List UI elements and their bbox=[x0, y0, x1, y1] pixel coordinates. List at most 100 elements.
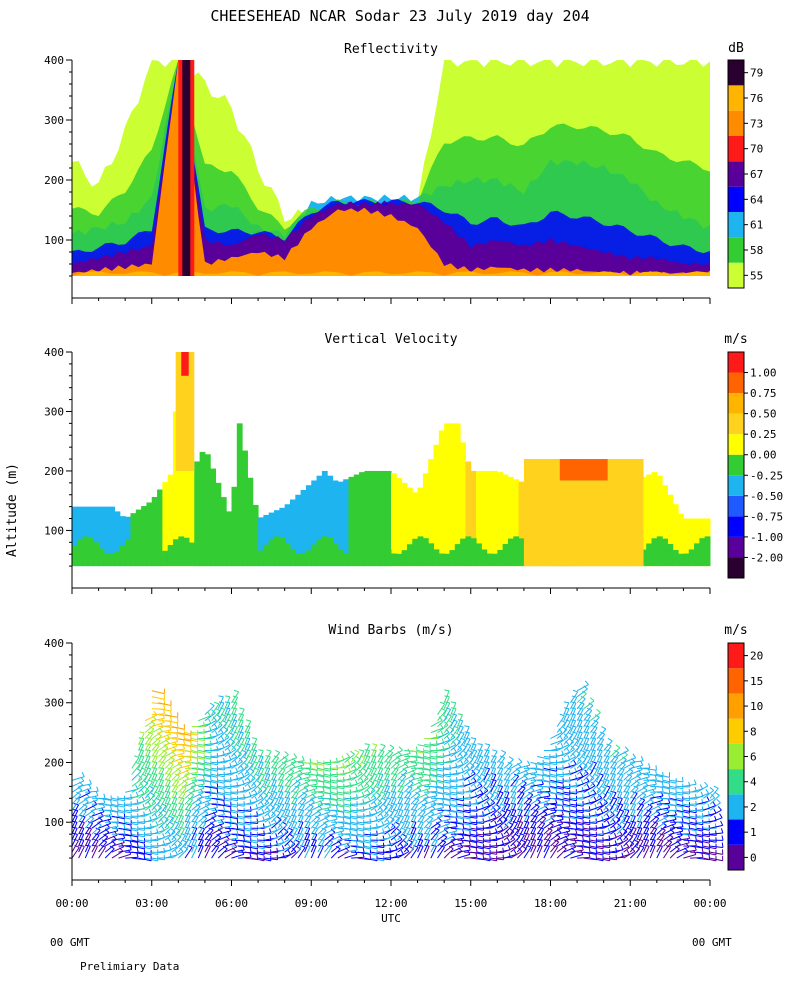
wind-barb bbox=[144, 809, 157, 817]
wind-barb bbox=[636, 785, 649, 793]
wind-barb bbox=[683, 809, 697, 814]
wind-barb bbox=[430, 840, 438, 853]
wind-barb-flag bbox=[393, 837, 398, 843]
colorbar-tick-label: 1 bbox=[750, 826, 757, 839]
wind-barb bbox=[138, 762, 146, 775]
wind-barb bbox=[703, 851, 717, 856]
velocity-column bbox=[406, 487, 413, 567]
wind-barb bbox=[71, 840, 79, 853]
wind-barb bbox=[184, 804, 193, 817]
wind-barb bbox=[351, 845, 365, 849]
wind-barb bbox=[178, 764, 192, 769]
wind-barb bbox=[583, 793, 596, 799]
wind-barb bbox=[537, 791, 551, 793]
wind-barb bbox=[656, 829, 666, 841]
velocity-surface-cell bbox=[353, 550, 360, 567]
wind-barb bbox=[84, 839, 91, 853]
velocity-column bbox=[422, 473, 429, 567]
velocity-surface-cell bbox=[359, 544, 365, 567]
velocity-column bbox=[327, 475, 334, 567]
wind-barb-flag bbox=[681, 817, 684, 823]
wind-barb bbox=[483, 768, 491, 781]
wind-barb-flag bbox=[688, 781, 691, 788]
wind-barb-flag bbox=[435, 781, 438, 787]
wind-barb bbox=[696, 785, 709, 793]
wind-barb bbox=[417, 833, 424, 847]
wind-barb-flag bbox=[624, 814, 630, 818]
wind-barb bbox=[98, 797, 112, 801]
colorbar-tick-label: -1.00 bbox=[750, 531, 783, 544]
wind-barb bbox=[550, 791, 564, 796]
wind-barb-flag bbox=[715, 792, 720, 796]
wind-barb bbox=[457, 776, 471, 781]
wind-barb bbox=[470, 744, 477, 757]
wind-barb bbox=[510, 781, 519, 793]
wind-barb bbox=[350, 780, 364, 787]
wind-barb bbox=[311, 773, 325, 778]
wind-barb bbox=[437, 827, 450, 835]
wind-barb bbox=[404, 764, 418, 769]
wind-barb-flag bbox=[405, 826, 411, 830]
wind-barb bbox=[397, 792, 404, 805]
wind-barb bbox=[237, 833, 251, 838]
velocity-surface-cell bbox=[401, 550, 408, 567]
wind-barb-flag bbox=[695, 794, 697, 800]
velocity-surface-cell bbox=[82, 536, 89, 567]
wind-barb-flag bbox=[518, 826, 524, 830]
colorbar-swatch bbox=[728, 60, 744, 86]
wind-barb-flag bbox=[447, 743, 451, 749]
wind-barb bbox=[351, 809, 365, 812]
wind-barb bbox=[603, 740, 613, 751]
wind-barb bbox=[224, 714, 232, 727]
velocity-surface-cell bbox=[231, 537, 238, 567]
wind-barb bbox=[443, 709, 452, 721]
wind-barb bbox=[204, 807, 218, 811]
wind-barb bbox=[444, 809, 458, 813]
wind-barb bbox=[636, 828, 643, 841]
velocity-surface-cell bbox=[226, 536, 232, 567]
wind-barb bbox=[197, 839, 204, 853]
wind-barb bbox=[84, 834, 92, 847]
wind-barb bbox=[630, 769, 643, 775]
wind-barb bbox=[158, 708, 172, 712]
wind-barb bbox=[443, 736, 456, 746]
wind-barb bbox=[663, 779, 677, 784]
wind-barb bbox=[490, 780, 497, 793]
wind-barb bbox=[450, 815, 464, 820]
wind-barb bbox=[105, 803, 119, 808]
wind-barb bbox=[244, 763, 254, 775]
wind-barb bbox=[324, 841, 334, 853]
wind-barb-flag bbox=[563, 701, 569, 704]
wind-barb bbox=[370, 744, 378, 757]
wind-barb-flag bbox=[607, 737, 613, 742]
wind-barb bbox=[257, 762, 264, 775]
wind-barb-flag bbox=[688, 788, 691, 795]
wind-barb-flag bbox=[602, 830, 604, 836]
wind-barb bbox=[550, 841, 560, 853]
wind-barb-flag bbox=[541, 779, 544, 785]
wind-barb bbox=[603, 844, 617, 847]
wind-barb bbox=[377, 822, 390, 829]
wind-barb bbox=[649, 818, 660, 829]
wind-barb bbox=[284, 781, 293, 793]
wind-barb-flag bbox=[373, 801, 378, 807]
wind-barb-flag bbox=[478, 781, 483, 787]
wind-barb bbox=[384, 857, 398, 859]
wind-barb-flag bbox=[214, 701, 220, 705]
wind-barb-flag bbox=[116, 812, 119, 818]
y-tick-label: 200 bbox=[44, 465, 64, 478]
velocity-surface-cell bbox=[316, 538, 323, 567]
wind-barb bbox=[417, 783, 431, 787]
wind-barb bbox=[530, 833, 537, 847]
wind-barb bbox=[457, 768, 470, 775]
velocity-column bbox=[242, 450, 248, 567]
wind-barb-flag bbox=[569, 738, 574, 743]
wind-barb bbox=[503, 838, 516, 847]
wind-barb bbox=[363, 750, 371, 763]
wind-barb-flag bbox=[591, 761, 597, 764]
wind-barb bbox=[384, 819, 395, 829]
wind-barb bbox=[337, 779, 351, 781]
velocity-surface-cell bbox=[194, 548, 201, 567]
wind-barb bbox=[244, 827, 258, 831]
wind-barb bbox=[344, 845, 358, 847]
